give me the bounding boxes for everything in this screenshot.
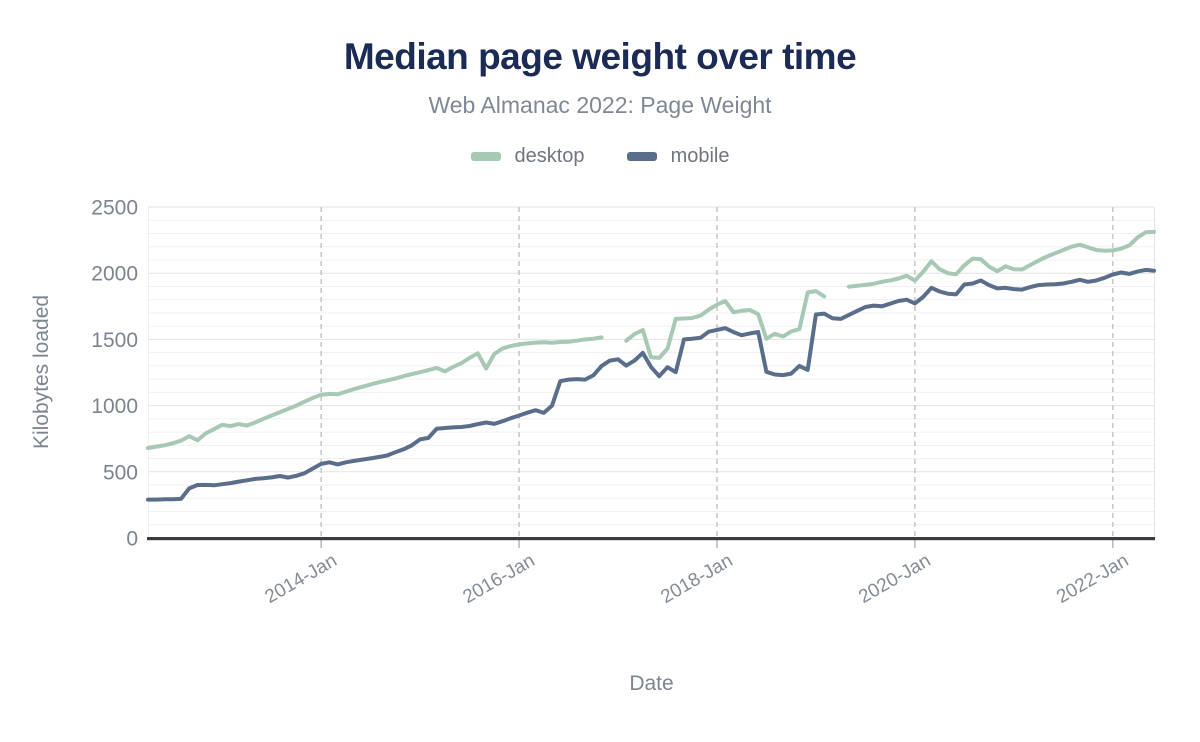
y-tick-label: 500: [103, 461, 138, 484]
legend-swatch-mobile: [626, 151, 657, 161]
legend-item-desktop[interactable]: desktop: [470, 144, 585, 168]
legend-item-mobile[interactable]: mobile: [626, 144, 730, 168]
x-axis-title: Date: [629, 672, 674, 695]
series-line-desktop: [146, 229, 1156, 450]
y-tick-label: 1500: [91, 329, 138, 352]
x-tick-label: 2020-Jan: [855, 550, 934, 608]
x-tick-label: 2014-Jan: [262, 550, 341, 608]
legend-label-desktop: desktop: [514, 144, 585, 167]
x-tick-label: 2016-Jan: [459, 550, 538, 608]
y-tick-label: 1000: [91, 395, 138, 418]
legend: desktop mobile: [0, 143, 1200, 169]
chart-title: Median page weight over time: [343, 36, 857, 77]
y-tick-label: 2500: [91, 197, 138, 220]
y-axis-title: Kilobytes loaded: [30, 294, 53, 450]
series-line-mobile: [146, 267, 1156, 502]
x-axis-line: [147, 537, 1155, 541]
x-tick-label: 2018-Jan: [657, 550, 736, 608]
legend-swatch-desktop: [470, 151, 501, 161]
x-tick-label: 2022-Jan: [1053, 550, 1132, 608]
y-tick-label: 0: [126, 528, 138, 551]
legend-label-mobile: mobile: [670, 144, 730, 167]
y-tick-label: 2000: [91, 263, 138, 286]
chart-subtitle: Web Almanac 2022: Page Weight: [428, 92, 772, 118]
